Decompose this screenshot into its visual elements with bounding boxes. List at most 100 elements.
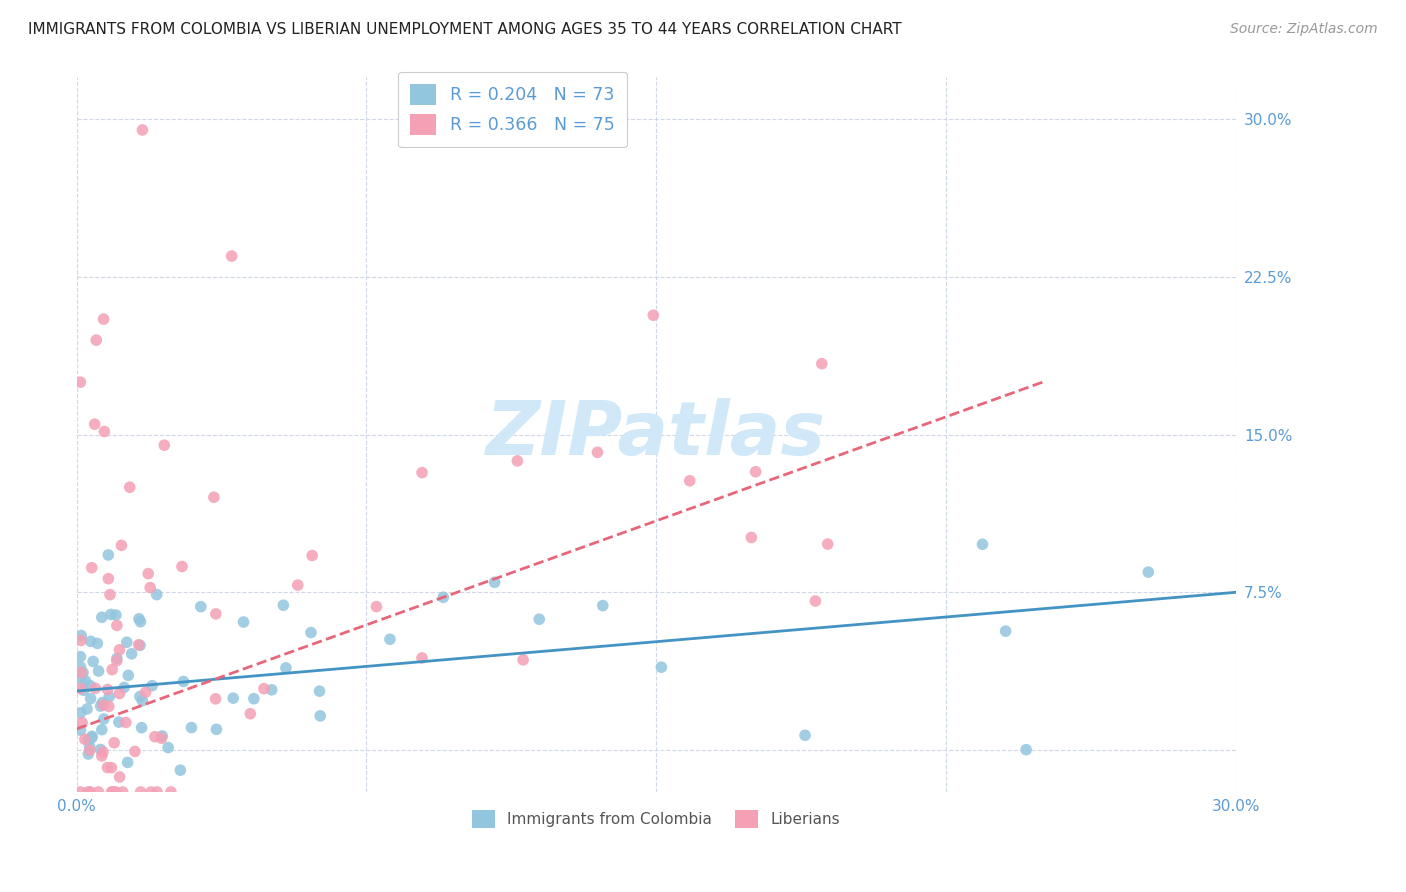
Point <box>139 581 162 595</box>
Point <box>97 548 120 562</box>
Point <box>97 699 120 714</box>
Point <box>411 651 433 665</box>
Point <box>157 740 180 755</box>
Point <box>643 308 665 322</box>
Point <box>91 696 114 710</box>
Point <box>118 480 141 494</box>
Point <box>273 598 295 612</box>
Point <box>287 578 309 592</box>
Point <box>173 674 195 689</box>
Point <box>205 723 228 737</box>
Point <box>150 731 173 746</box>
Point <box>70 629 93 643</box>
Point <box>84 681 107 696</box>
Point <box>115 635 138 649</box>
Point <box>232 615 254 629</box>
Point <box>96 760 118 774</box>
Point <box>79 785 101 799</box>
Point <box>70 633 93 648</box>
Point <box>108 715 131 730</box>
Point <box>204 691 226 706</box>
Point <box>274 661 297 675</box>
Point <box>82 655 104 669</box>
Point <box>90 699 112 714</box>
Point <box>93 712 115 726</box>
Point <box>73 683 96 698</box>
Point <box>79 739 101 754</box>
Point <box>90 748 112 763</box>
Point <box>222 691 245 706</box>
Point <box>124 744 146 758</box>
Point <box>90 723 112 737</box>
Point <box>484 575 506 590</box>
Point <box>378 632 401 647</box>
Point <box>89 742 111 756</box>
Point <box>506 454 529 468</box>
Point <box>69 649 91 664</box>
Point <box>86 636 108 650</box>
Point <box>432 591 454 605</box>
Point <box>205 607 228 621</box>
Point <box>77 747 100 761</box>
Point <box>79 679 101 693</box>
Point <box>110 538 132 552</box>
Point <box>70 715 93 730</box>
Point <box>80 729 103 743</box>
Point <box>744 465 766 479</box>
Point <box>121 647 143 661</box>
Point <box>69 723 91 738</box>
Point <box>87 664 110 678</box>
Point <box>111 785 134 799</box>
Point <box>101 785 124 799</box>
Point <box>1015 742 1038 756</box>
Point <box>93 312 115 326</box>
Point <box>150 729 173 743</box>
Point <box>366 599 388 614</box>
Point <box>145 588 167 602</box>
Point <box>260 682 283 697</box>
Text: IMMIGRANTS FROM COLOMBIA VS LIBERIAN UNEMPLOYMENT AMONG AGES 35 TO 44 YEARS CORR: IMMIGRANTS FROM COLOMBIA VS LIBERIAN UNE… <box>28 22 901 37</box>
Point <box>243 691 266 706</box>
Point <box>141 679 163 693</box>
Point <box>105 618 128 632</box>
Point <box>98 690 121 704</box>
Point <box>80 731 103 745</box>
Point <box>592 599 614 613</box>
Point <box>586 445 609 459</box>
Point <box>529 612 551 626</box>
Point <box>90 610 112 624</box>
Point <box>72 665 94 680</box>
Point <box>994 624 1017 639</box>
Point <box>202 490 225 504</box>
Point <box>108 687 131 701</box>
Point <box>77 732 100 747</box>
Point <box>129 785 152 799</box>
Point <box>136 566 159 581</box>
Point <box>239 706 262 721</box>
Point <box>75 674 97 689</box>
Point <box>180 721 202 735</box>
Point <box>169 763 191 777</box>
Point <box>128 612 150 626</box>
Point <box>83 417 105 432</box>
Point <box>93 425 115 439</box>
Point <box>129 615 152 629</box>
Point <box>73 732 96 747</box>
Point <box>69 681 91 696</box>
Point <box>93 698 115 713</box>
Point <box>69 660 91 674</box>
Point <box>129 639 152 653</box>
Point <box>160 785 183 799</box>
Point <box>411 466 433 480</box>
Point <box>811 357 834 371</box>
Point <box>139 785 162 799</box>
Point <box>253 681 276 696</box>
Point <box>100 607 122 622</box>
Point <box>309 709 332 723</box>
Point <box>97 682 120 697</box>
Text: Source: ZipAtlas.com: Source: ZipAtlas.com <box>1230 22 1378 37</box>
Point <box>104 607 127 622</box>
Point <box>117 756 139 770</box>
Point <box>221 249 243 263</box>
Point <box>100 785 122 799</box>
